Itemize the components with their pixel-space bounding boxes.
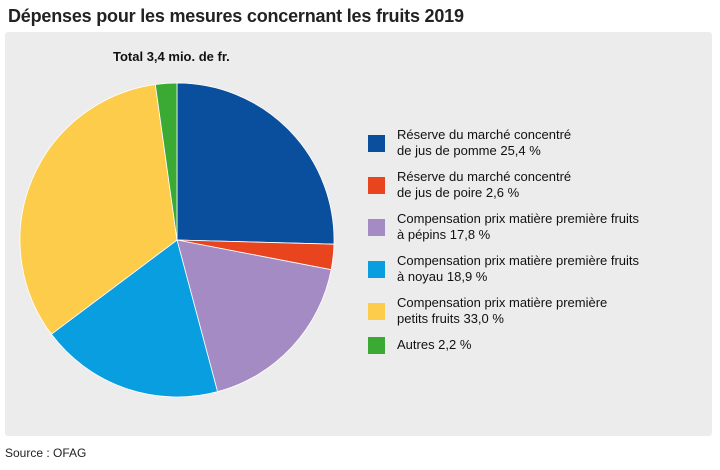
legend-label-line: Réserve du marché concentré: [397, 127, 572, 142]
legend-label-line: Compensation prix matière première fruit…: [397, 253, 640, 268]
legend-label-line: de jus de pomme 25,4 %: [397, 143, 541, 158]
pie-slice-4: [50, 239, 219, 398]
legend-swatch: [368, 303, 385, 320]
legend-label-line: Autres 2,2 %: [397, 337, 472, 352]
legend-swatch: [368, 135, 385, 152]
legend-swatch: [368, 219, 385, 236]
legend-label-line: Réserve du marché concentré: [397, 169, 572, 184]
legend-label: Réserve du marché concentré de jus de pom…: [397, 127, 707, 159]
source-note: Source : OFAG: [5, 446, 87, 460]
legend-label-line: de jus de poire 2,6 %: [397, 185, 520, 200]
legend-label: Compensation prix matière première petits…: [397, 295, 707, 327]
pie-slice-3: [176, 239, 332, 393]
chart-subtitle: Total 3,4 mio. de fr.: [113, 49, 230, 64]
pie-slice-1: [176, 82, 335, 245]
legend-label: Autres 2,2 %: [397, 337, 707, 353]
legend-label-line: à pépins 17,8 %: [397, 227, 491, 242]
pie-slice-6: [154, 82, 178, 241]
legend-label-line: petits fruits 33,0 %: [397, 311, 504, 326]
legend-label: Réserve du marché concentré de jus de poi…: [397, 169, 707, 201]
legend-label-line: à noyau 18,9 %: [397, 269, 488, 284]
legend-label-line: Compensation prix matière première: [397, 295, 608, 310]
legend-swatch: [368, 177, 385, 194]
legend-swatch: [368, 337, 385, 354]
legend-label: Compensation prix matière première fruit…: [397, 211, 707, 243]
legend-label: Compensation prix matière première fruit…: [397, 253, 707, 285]
legend-swatch: [368, 261, 385, 278]
page-title: Dépenses pour les mesures concernant les…: [8, 6, 464, 26]
pie-slice-5: [19, 84, 178, 335]
legend-label-line: Compensation prix matière première fruit…: [397, 211, 640, 226]
